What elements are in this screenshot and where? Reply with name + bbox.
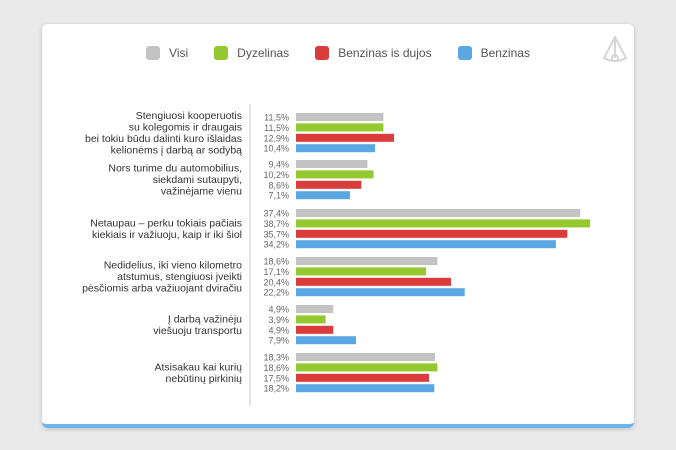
bar — [296, 113, 384, 121]
bar — [296, 315, 326, 324]
value-label: 8,6% — [268, 180, 289, 190]
category-label: Netaupau – perku tokiais pačiais — [90, 217, 242, 229]
value-label: 22,2% — [263, 288, 289, 298]
bar — [296, 305, 334, 313]
bar — [296, 170, 374, 179]
value-label: 37,4% — [263, 209, 289, 219]
value-label: 12,9% — [263, 133, 289, 143]
bar — [296, 133, 395, 142]
bar — [296, 325, 334, 334]
value-label: 18,2% — [263, 384, 289, 394]
bar — [296, 219, 591, 228]
bar — [296, 257, 438, 265]
bar — [296, 180, 362, 189]
value-label: 10,4% — [263, 144, 289, 154]
category-label: siekdami sutaupyti, — [153, 174, 242, 186]
category-label: su kolegomis ir draugais — [129, 121, 242, 133]
value-label: 18,6% — [263, 363, 289, 373]
bar — [296, 288, 465, 297]
legend-swatch — [457, 46, 472, 60]
legend-swatch — [214, 46, 229, 60]
value-label: 4,9% — [268, 325, 289, 335]
category-label: Į darbą važinėju — [168, 313, 242, 325]
category-label: pėsčiomis arba važiuojant dviračiu — [82, 283, 242, 295]
bar — [296, 353, 436, 361]
legend-item: Benzinas is dujos — [315, 44, 432, 62]
bar — [296, 160, 368, 168]
category-label: Stengiuosi kooperuotis — [136, 110, 242, 122]
bar — [296, 123, 384, 132]
legend-label: Visi — [169, 46, 189, 60]
category-label: važinėjame vienu — [161, 186, 242, 198]
bar — [296, 144, 376, 153]
value-label: 18,3% — [263, 353, 289, 363]
bar — [296, 229, 568, 238]
category-label: kelionėms į darbą ar sodybą — [111, 144, 242, 156]
category-label: kiekiais ir važiuoju, kaip ir iki šiol — [92, 229, 242, 241]
legend-item: Benzinas — [457, 44, 530, 62]
bar — [296, 363, 438, 372]
bar — [296, 336, 357, 345]
bar — [296, 267, 426, 276]
bar — [296, 209, 581, 217]
value-label: 11,5% — [264, 113, 289, 123]
value-label: 18,6% — [263, 257, 289, 267]
legend: Visi Dyzelinas Benzinas is dujos Benzinas — [0, 44, 676, 62]
value-label: 38,7% — [263, 219, 289, 229]
value-label: 9,4% — [268, 160, 289, 170]
category-label: Nedidelius, iki vieno kilometro — [104, 260, 242, 272]
category-label: Atsisakau kai kurių — [154, 361, 242, 373]
value-label: 4,9% — [268, 305, 289, 315]
value-label: 3,9% — [268, 315, 289, 325]
category-label: Nors turime du automobilius, — [108, 163, 242, 175]
category-label: nebūtinų pirkinių — [166, 373, 243, 385]
value-label: 34,2% — [263, 240, 289, 250]
value-label: 20,4% — [263, 277, 289, 287]
legend-label: Benzinas is dujos — [338, 46, 432, 60]
legend-label: Benzinas — [480, 46, 530, 60]
value-label: 10,2% — [263, 170, 289, 180]
legend-item: Dyzelinas — [214, 44, 289, 62]
category-label: viešuoju transportu — [153, 325, 242, 337]
value-label: 17,5% — [263, 373, 289, 383]
category-label: bei tokiu būdu dalinti kuro išlaidas — [85, 133, 242, 145]
legend-swatch — [315, 46, 330, 60]
legend-label: Dyzelinas — [237, 46, 290, 60]
value-label: 7,9% — [268, 336, 289, 346]
bar — [296, 277, 452, 286]
value-label: 11,5% — [264, 123, 289, 133]
value-label: 7,1% — [268, 191, 289, 201]
bar — [296, 240, 556, 249]
legend-swatch — [146, 46, 161, 60]
brand-logo-icon — [602, 34, 628, 62]
bar — [296, 191, 350, 200]
category-label: atstumus, stengiuosi įveikti — [117, 271, 242, 283]
bar — [296, 373, 429, 382]
legend-item: Visi — [146, 44, 188, 62]
bar — [296, 384, 435, 393]
value-label: 17,1% — [263, 267, 289, 277]
value-label: 35,7% — [263, 229, 289, 239]
